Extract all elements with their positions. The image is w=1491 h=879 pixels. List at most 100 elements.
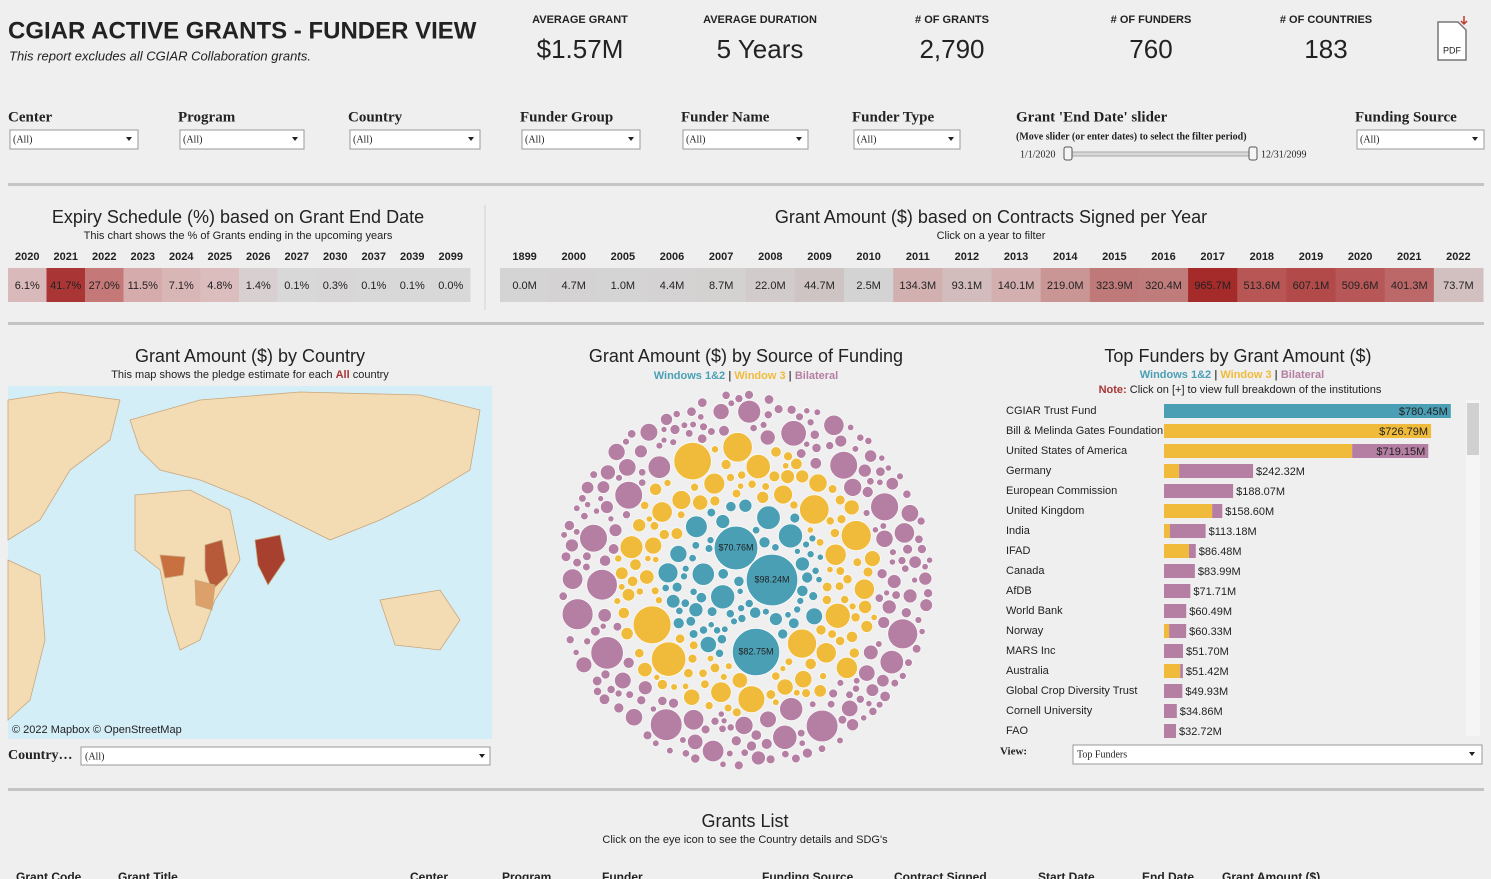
bubble xyxy=(765,689,777,700)
funder-name[interactable]: Global Crop Diversity Trust xyxy=(1006,685,1137,697)
highlight-country xyxy=(204,539,229,591)
heat-cell[interactable] xyxy=(1433,268,1484,302)
funder-name[interactable]: European Commission xyxy=(1006,485,1117,497)
bubble xyxy=(618,583,626,591)
heat-cell[interactable] xyxy=(1040,268,1091,302)
filter-label: Funder Name xyxy=(681,109,770,125)
dropdown-box xyxy=(521,129,641,150)
heat-cell[interactable] xyxy=(1138,268,1189,302)
bubble xyxy=(711,445,719,454)
filter-dropdown[interactable]: (All) xyxy=(1356,129,1485,150)
funder-name[interactable]: India xyxy=(1006,525,1031,537)
funder-name[interactable]: CGIAR Trust Fund xyxy=(1006,405,1096,417)
heat-cell[interactable] xyxy=(1286,268,1337,302)
year-label: 2022 xyxy=(1446,251,1470,263)
slider-handle[interactable] xyxy=(1063,146,1073,161)
scrollbar-thumb[interactable] xyxy=(1467,403,1479,455)
bubble xyxy=(638,468,647,477)
bubble xyxy=(822,581,833,593)
bar-total-label: $34.86M xyxy=(1180,706,1223,718)
heat-cell[interactable] xyxy=(549,268,599,302)
funder-name[interactable]: Canada xyxy=(1006,565,1045,577)
slider-handle[interactable] xyxy=(1248,146,1258,161)
heat-cell[interactable] xyxy=(1188,268,1238,302)
bubble xyxy=(727,399,735,407)
cell-value: 7.1% xyxy=(169,280,194,292)
view-dropdown[interactable]: Top Funders xyxy=(1072,744,1483,765)
bubble xyxy=(811,566,820,575)
filter-dropdown[interactable]: (All) xyxy=(682,129,809,150)
funder-name[interactable]: Norway xyxy=(1006,625,1044,637)
cell-value: 134.3M xyxy=(899,280,936,292)
heat-cell[interactable] xyxy=(1335,268,1386,302)
funder-name[interactable]: FAO xyxy=(1006,725,1028,737)
bubble xyxy=(627,575,639,587)
bubble xyxy=(614,554,623,563)
funder-name[interactable]: MARS Inc xyxy=(1006,645,1056,657)
bubble xyxy=(655,596,663,605)
bubble xyxy=(561,598,594,630)
bar-total-label: $71.71M xyxy=(1193,586,1236,598)
bubble xyxy=(670,527,684,540)
bubble xyxy=(806,550,815,559)
bubble xyxy=(858,664,876,682)
heat-cell[interactable] xyxy=(745,268,796,302)
heat-cell[interactable] xyxy=(598,268,648,302)
bubble xyxy=(686,406,697,417)
section-title: Grant Amount ($) by Source of Funding xyxy=(589,346,903,366)
bubble xyxy=(657,679,668,690)
bubble xyxy=(768,470,781,483)
dropdown-box xyxy=(9,129,139,150)
bubble xyxy=(808,591,818,601)
filter-dropdown[interactable]: (All) xyxy=(9,129,139,150)
filter-dropdown[interactable]: (All) xyxy=(521,129,641,150)
pdf-button[interactable]: PDF xyxy=(1437,16,1468,61)
funder-name[interactable]: Australia xyxy=(1006,665,1050,677)
heat-cell xyxy=(239,268,278,302)
funder-name[interactable]: Bill & Melinda Gates Foundation xyxy=(1006,425,1163,437)
heat-cell[interactable] xyxy=(893,268,943,302)
bubble xyxy=(879,650,904,675)
country-dropdown[interactable]: (All) xyxy=(80,746,491,766)
bubble xyxy=(685,616,696,627)
cell-value: 401.3M xyxy=(1391,280,1428,292)
filter-dropdown[interactable]: (All) xyxy=(179,129,305,150)
heat-cell[interactable] xyxy=(991,268,1042,302)
heat-cell[interactable] xyxy=(844,268,894,302)
funder-name[interactable]: United States of America xyxy=(1006,445,1128,457)
funder-name[interactable]: United Kingdom xyxy=(1006,505,1084,517)
heat-cell[interactable] xyxy=(794,268,845,302)
scrollbar-track[interactable] xyxy=(1466,400,1480,736)
funder-name[interactable]: Germany xyxy=(1006,465,1052,477)
heat-cell[interactable] xyxy=(500,268,550,302)
funder-name[interactable]: World Bank xyxy=(1006,605,1063,617)
heat-cell[interactable] xyxy=(942,268,992,302)
bubble xyxy=(564,520,575,531)
bubble xyxy=(826,566,834,574)
funder-name[interactable]: Cornell University xyxy=(1006,705,1093,717)
bubble xyxy=(889,548,897,556)
filter-label: Program xyxy=(178,109,236,125)
funder-name[interactable]: IFAD xyxy=(1006,545,1031,557)
bubble xyxy=(660,426,668,433)
bubble xyxy=(860,714,868,722)
bubble xyxy=(751,750,766,766)
funder-name[interactable]: AfDB xyxy=(1006,585,1032,597)
bubble xyxy=(826,700,836,709)
cell-value: 607.1M xyxy=(1293,280,1330,292)
bubble xyxy=(673,442,712,481)
filter-dropdown[interactable]: (All) xyxy=(853,129,961,150)
heat-cell[interactable] xyxy=(696,268,747,302)
heat-cell[interactable] xyxy=(647,268,698,302)
heat-cell[interactable] xyxy=(1384,268,1435,302)
bubble xyxy=(902,588,918,604)
separator xyxy=(8,183,1484,186)
dropdown-arrow xyxy=(628,137,634,141)
bubble xyxy=(638,680,653,695)
filter-dropdown[interactable]: (All) xyxy=(349,129,481,150)
heat-cell[interactable] xyxy=(1089,268,1140,302)
dropdown-box xyxy=(1356,129,1485,150)
heat-cell[interactable] xyxy=(1237,268,1287,302)
land xyxy=(7,559,46,721)
legend-item: Bilateral xyxy=(1281,369,1324,381)
